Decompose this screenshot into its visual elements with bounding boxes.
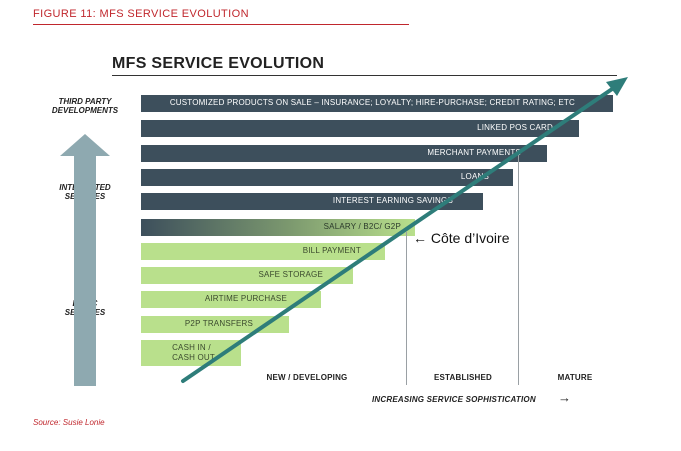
bar-safe-storage: SAFE STORAGE	[141, 267, 353, 284]
x-axis-label: INCREASING SERVICE SOPHISTICATION	[372, 395, 536, 404]
bar-label: SAFE STORAGE	[258, 270, 323, 279]
bar-label: LOANS	[460, 172, 489, 181]
stage-divider-established	[406, 232, 407, 385]
source-value: Susie Lonie	[60, 418, 105, 427]
vertical-progress-arrow-icon	[60, 134, 110, 386]
cote-divoire-marker: ← Côte d’Ivoire	[413, 230, 510, 246]
bar-loans: LOANS	[141, 169, 513, 186]
title-rule	[112, 75, 617, 76]
bar-customized-products: CUSTOMIZED PRODUCTS ON SALE – INSURANCE;…	[141, 95, 613, 112]
bar-salary-b2c-g2p: SALARY / B2C/ G2P	[141, 219, 415, 236]
bar-p2p-transfers: P2P TRANSFERS	[141, 316, 289, 333]
bar-bill-payment: BILL PAYMENT	[141, 243, 385, 260]
x-axis-arrow-icon: →	[558, 390, 571, 405]
bar-interest-earning-savings: INTEREST EARNING SAVINGS	[141, 193, 483, 210]
side-label-third-party: THIRD PARTY DEVELOPMENTS	[40, 97, 130, 115]
bar-label: P2P TRANSFERS	[184, 319, 253, 328]
bar-airtime-purchase: AIRTIME PURCHASE	[141, 291, 321, 308]
figure-rule	[33, 24, 409, 25]
bar-label: SALARY / B2C/ G2P	[323, 222, 401, 231]
bar-label: CUSTOMIZED PRODUCTS ON SALE – INSURANCE;…	[169, 98, 575, 107]
stage-mature: MATURE	[557, 373, 593, 382]
source-note: Source: Susie Lonie	[33, 418, 105, 427]
side-label-line: THIRD PARTY	[58, 97, 112, 106]
bar-label: LINKED POS CARD	[477, 123, 553, 132]
bar-label: BILL PAYMENT	[302, 246, 361, 255]
bar-label: CASH IN / CASH OUT	[172, 343, 215, 362]
bar-label: INTEREST EARNING SAVINGS	[332, 196, 453, 205]
figure-label: FIGURE 11: MFS SERVICE EVOLUTION	[33, 8, 249, 20]
source-prefix: Source:	[33, 418, 61, 427]
bar-merchant-payments: MERCHANT PAYMENTS	[141, 145, 547, 162]
stage-established: ESTABLISHED	[433, 373, 493, 382]
stage-divider-mature	[518, 150, 519, 385]
bar-label: AIRTIME PURCHASE	[204, 294, 287, 303]
side-label-line: DEVELOPMENTS	[51, 106, 119, 115]
diagram-title: MFS SERVICE EVOLUTION	[112, 55, 325, 72]
bar-linked-pos-card: LINKED POS CARD	[141, 120, 579, 137]
stage-new-developing: NEW / DEVELOPING	[266, 373, 348, 382]
bar-label: MERCHANT PAYMENTS	[427, 148, 521, 157]
